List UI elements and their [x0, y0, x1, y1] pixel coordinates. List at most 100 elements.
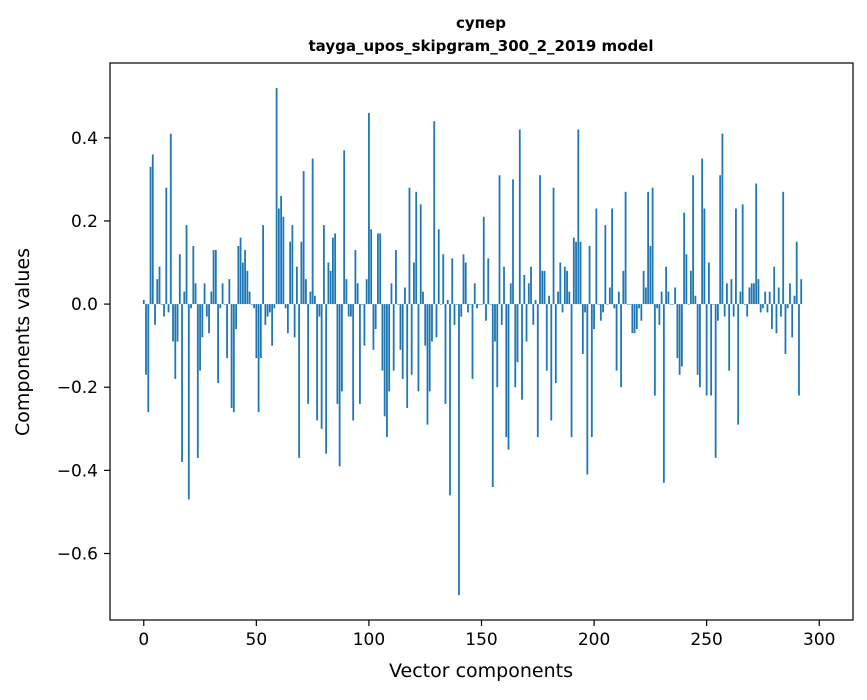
- bar: [548, 295, 550, 305]
- bar: [584, 304, 586, 313]
- bar: [737, 304, 740, 425]
- bar: [753, 283, 755, 305]
- bar: [208, 304, 210, 334]
- bar: [458, 304, 460, 596]
- bar: [701, 158, 704, 305]
- bar: [419, 204, 422, 305]
- bar: [316, 304, 319, 421]
- bar: [320, 304, 323, 429]
- bar: [669, 304, 672, 305]
- bar: [660, 291, 663, 305]
- bar: [527, 283, 530, 305]
- bar: [462, 254, 465, 305]
- bar: [512, 179, 514, 305]
- bar: [223, 304, 226, 305]
- bar: [291, 225, 294, 305]
- bar: [568, 291, 571, 305]
- bar: [212, 250, 215, 305]
- bar: [649, 245, 652, 305]
- bar: [417, 304, 420, 392]
- bar: [318, 304, 321, 317]
- bar: [800, 279, 803, 305]
- bar: [728, 304, 731, 371]
- bar: [593, 304, 595, 330]
- bar: [262, 225, 264, 305]
- bar: [505, 304, 508, 438]
- bar: [572, 237, 575, 305]
- bar: [773, 266, 776, 305]
- bar: [172, 304, 174, 342]
- bar: [230, 304, 233, 409]
- bar: [755, 183, 758, 305]
- bar: [268, 304, 271, 313]
- bar: [759, 304, 762, 313]
- bar: [534, 299, 537, 305]
- bar: [311, 158, 314, 305]
- bar: [509, 283, 512, 305]
- bar: [401, 304, 404, 379]
- x-axis-ticks: 0 50 100 150 200 250 300: [138, 620, 835, 650]
- bar: [678, 304, 681, 375]
- y-tick-label: 0.2: [71, 212, 98, 232]
- bar: [214, 250, 217, 305]
- bar: [183, 291, 186, 305]
- bar: [482, 216, 485, 305]
- bar: [154, 304, 156, 325]
- bar: [518, 129, 521, 305]
- bar: [687, 304, 690, 305]
- bar: [169, 133, 172, 305]
- bar: [309, 291, 312, 305]
- bar: [726, 283, 728, 305]
- bar: [719, 175, 722, 305]
- bar: [449, 304, 451, 496]
- bar: [757, 279, 760, 305]
- bar: [613, 304, 616, 309]
- bar: [250, 304, 253, 305]
- bar: [217, 304, 219, 384]
- bar: [352, 304, 355, 421]
- bar: [282, 216, 285, 305]
- bar: [266, 304, 269, 317]
- bar: [622, 270, 625, 305]
- bar: [521, 304, 523, 400]
- bar: [536, 304, 539, 438]
- bar: [253, 304, 255, 309]
- bar: [286, 304, 289, 334]
- bar: [334, 233, 337, 305]
- bar: [530, 266, 532, 305]
- bar: [255, 304, 258, 359]
- bar: [656, 304, 659, 309]
- bar: [149, 166, 152, 305]
- bar: [667, 291, 670, 305]
- bar: [413, 262, 415, 305]
- bar: [455, 304, 458, 305]
- bar: [192, 245, 195, 305]
- bar: [523, 274, 526, 305]
- bar: [494, 304, 496, 342]
- bar: [653, 304, 656, 396]
- y-tick-label: −0.4: [57, 461, 98, 481]
- bar: [658, 304, 661, 325]
- bar: [640, 304, 643, 321]
- bar: [750, 283, 753, 305]
- bars-group: [142, 87, 803, 596]
- bar: [469, 304, 472, 305]
- bar: [789, 283, 791, 305]
- bar: [500, 304, 503, 325]
- bar: [410, 304, 413, 375]
- x-tick-label: 250: [690, 630, 722, 650]
- bar: [764, 291, 767, 305]
- bar: [187, 304, 190, 500]
- bar: [185, 225, 188, 305]
- bar: [748, 287, 751, 305]
- bar: [181, 304, 183, 463]
- x-tick-label: 50: [246, 630, 268, 650]
- bar: [784, 304, 787, 354]
- bar: [563, 266, 566, 305]
- bar: [451, 258, 454, 305]
- bar: [507, 304, 510, 450]
- bar: [581, 304, 584, 354]
- bar: [336, 304, 339, 404]
